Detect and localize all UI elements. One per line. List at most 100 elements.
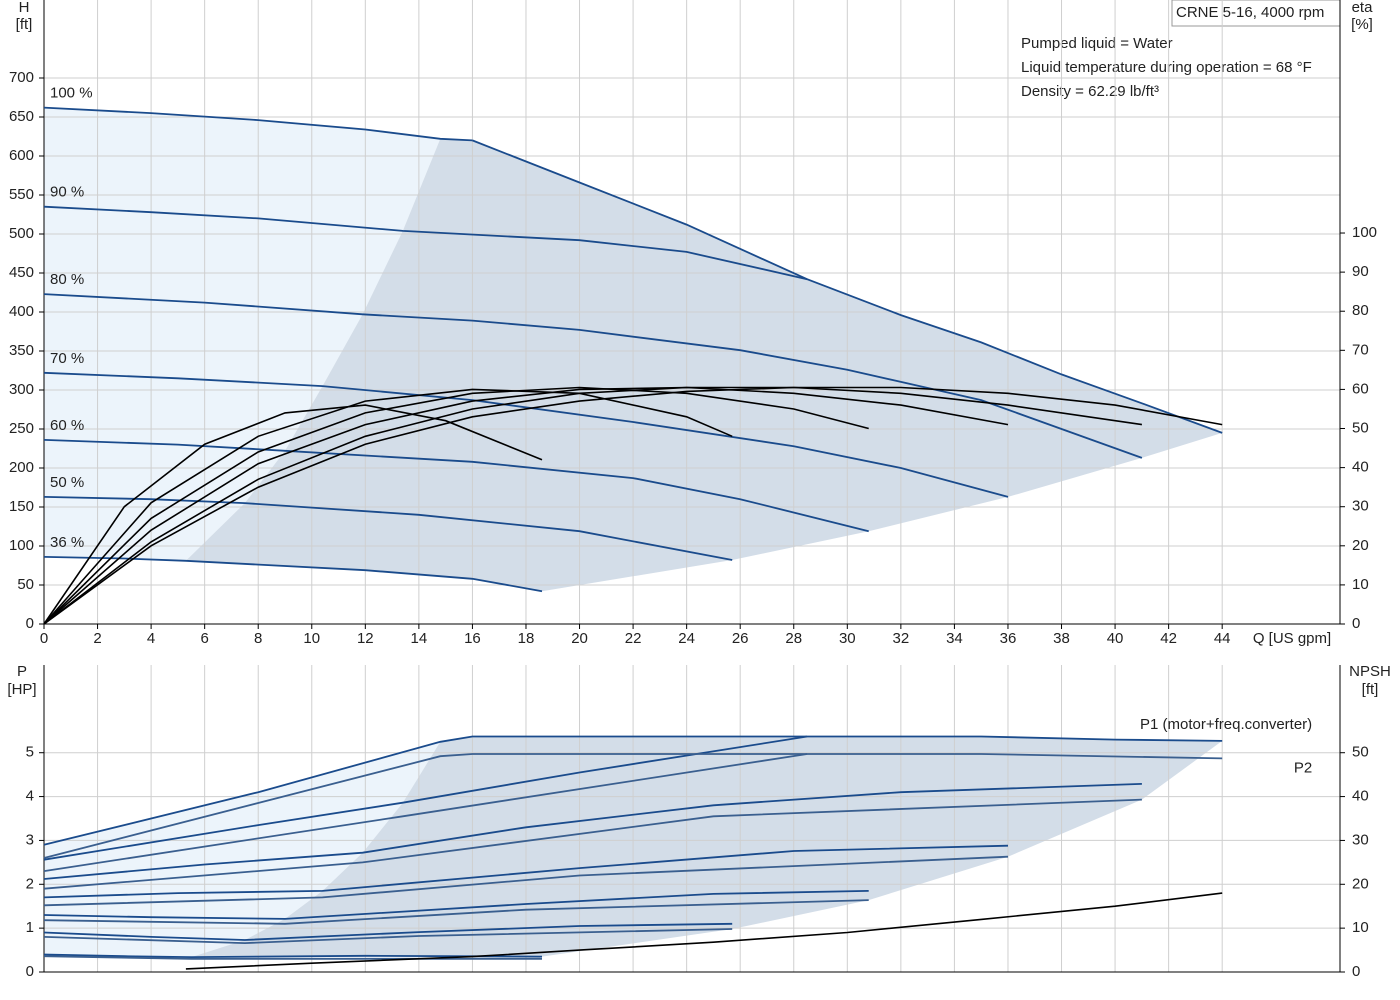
operating-area	[185, 138, 1223, 592]
y-tick-label: 500	[9, 225, 34, 242]
curve-label: P2	[1294, 759, 1312, 776]
x-tick-label: 18	[518, 630, 535, 647]
x-tick-label: 0	[40, 630, 48, 647]
x-tick-label: 28	[785, 630, 802, 647]
y2-tick-label: 90	[1352, 263, 1369, 280]
y2-axis-unit: [ft]	[1362, 681, 1379, 698]
y-tick-label: 0	[26, 615, 34, 632]
y2-tick-label: 40	[1352, 459, 1369, 476]
x-tick-label: 24	[678, 630, 695, 647]
y2-tick-label: 10	[1352, 576, 1369, 593]
curve-label: 60 %	[50, 417, 84, 434]
x-tick-label: 20	[571, 630, 588, 647]
curve	[43, 783, 1142, 880]
y-tick-label: 700	[9, 69, 34, 86]
operating-area	[191, 736, 1223, 958]
y-tick-label: 550	[9, 186, 34, 203]
curve-label: 100 %	[50, 85, 93, 102]
y-tick-label: 650	[9, 108, 34, 125]
y-axis-label: P	[17, 663, 27, 680]
y2-axis-label: eta	[1352, 0, 1374, 16]
curve	[43, 953, 543, 959]
curve	[43, 855, 1009, 907]
y2-tick-label: 40	[1352, 788, 1369, 805]
curve	[43, 439, 869, 533]
x-axis-label: Q [US gpm]	[1253, 630, 1331, 647]
y2-tick-label: 100	[1352, 224, 1377, 241]
curve-label: 36 %	[50, 534, 84, 551]
y2-tick-label: 20	[1352, 875, 1369, 892]
y-tick-label: 450	[9, 264, 34, 281]
y-tick-label: 150	[9, 498, 34, 515]
curve-label: 70 %	[50, 350, 84, 367]
y2-tick-label: 20	[1352, 537, 1369, 554]
curve-label: P1 (motor+freq.converter)	[1140, 716, 1312, 733]
curve	[43, 890, 869, 920]
y-tick-label: 250	[9, 420, 34, 437]
curve	[43, 371, 1009, 498]
annotation: Density = 62.29 lb/ft³	[1021, 83, 1159, 100]
x-tick-label: 26	[732, 630, 749, 647]
y2-tick-label: 30	[1352, 498, 1369, 515]
curve	[43, 106, 473, 142]
x-tick-label: 40	[1107, 630, 1124, 647]
y-tick-label: 3	[26, 831, 34, 848]
y-tick-label: 50	[17, 576, 34, 593]
curve-label: 90 %	[50, 184, 84, 201]
y-tick-label: 350	[9, 342, 34, 359]
x-tick-label: 44	[1214, 630, 1231, 647]
curve	[43, 205, 808, 281]
curve	[185, 892, 1223, 970]
y2-tick-label: 80	[1352, 302, 1369, 319]
curve	[472, 139, 1223, 434]
y-tick-label: 1	[26, 919, 34, 936]
x-tick-label: 10	[303, 630, 320, 647]
y2-tick-label: 30	[1352, 831, 1369, 848]
y-tick-label: 200	[9, 459, 34, 476]
x-tick-label: 42	[1160, 630, 1177, 647]
y2-tick-label: 60	[1352, 380, 1369, 397]
y2-tick-label: 0	[1352, 615, 1360, 632]
y2-tick-label: 70	[1352, 341, 1369, 358]
x-tick-label: 14	[411, 630, 428, 647]
x-tick-label: 2	[93, 630, 101, 647]
curve	[43, 753, 1223, 859]
x-tick-label: 12	[357, 630, 374, 647]
x-tick-label: 16	[464, 630, 481, 647]
y2-tick-label: 50	[1352, 419, 1369, 436]
curve	[43, 386, 869, 625]
curve	[43, 386, 1223, 625]
curve-label: 80 %	[50, 271, 84, 288]
y-tick-label: 0	[26, 963, 34, 980]
curve	[43, 899, 869, 925]
x-tick-label: 8	[254, 630, 262, 647]
y-tick-label: 300	[9, 381, 34, 398]
y-tick-label: 2	[26, 875, 34, 892]
x-tick-label: 30	[839, 630, 856, 647]
y-tick-label: 400	[9, 303, 34, 320]
y-tick-label: 4	[26, 788, 34, 805]
annotation: Liquid temperature during operation = 68…	[1021, 59, 1312, 76]
x-tick-label: 34	[946, 630, 963, 647]
y2-tick-label: 10	[1352, 919, 1369, 936]
x-tick-label: 32	[893, 630, 910, 647]
curve-label: 50 %	[50, 474, 84, 491]
curve	[43, 928, 733, 945]
x-tick-label: 36	[1000, 630, 1017, 647]
annotation: Pumped liquid = Water	[1021, 35, 1173, 52]
y-axis-unit: [ft]	[16, 16, 33, 33]
curve	[43, 735, 1223, 846]
y-tick-label: 600	[9, 147, 34, 164]
x-tick-label: 22	[625, 630, 642, 647]
y2-axis-unit: [%]	[1351, 16, 1373, 33]
curve	[43, 388, 733, 625]
y2-tick-label: 0	[1352, 963, 1360, 980]
y-axis-unit: [HP]	[7, 681, 36, 698]
x-tick-label: 38	[1053, 630, 1070, 647]
curve	[43, 798, 1142, 890]
curve	[43, 844, 1009, 899]
curve	[43, 735, 808, 861]
x-tick-label: 4	[147, 630, 155, 647]
